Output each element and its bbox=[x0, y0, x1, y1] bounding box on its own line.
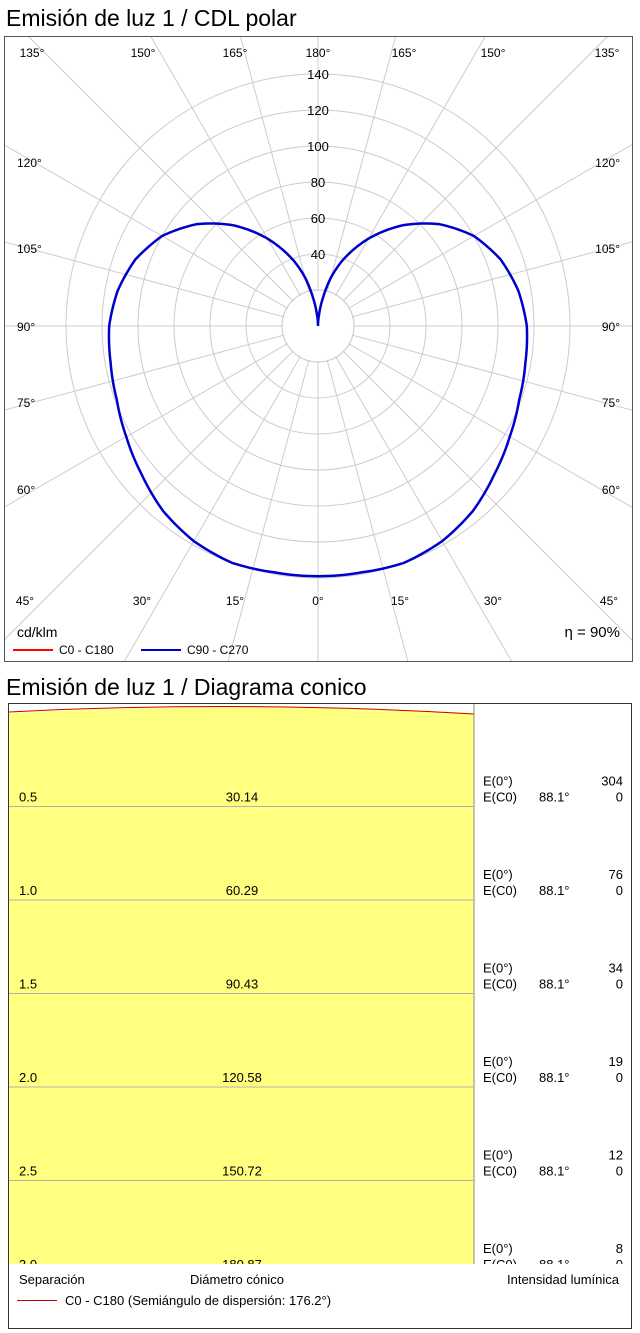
cone-legend-label: C0 - C180 (Semiángulo de dispersión: 176… bbox=[65, 1293, 332, 1308]
illuminance-value-ec0: 0 bbox=[616, 883, 623, 898]
illuminance-angle: 88.1° bbox=[539, 1164, 570, 1179]
illuminance-value-ec0: 0 bbox=[616, 977, 623, 992]
illuminance-label-e0: E(0°) bbox=[483, 1054, 513, 1069]
illuminance-label-e0: E(0°) bbox=[483, 1241, 513, 1256]
angle-label-bottom: 30° bbox=[133, 594, 151, 608]
series-line-c90-c270 bbox=[107, 222, 529, 578]
radial-tick-label: 140 bbox=[307, 67, 329, 82]
angle-label-top: 150° bbox=[131, 46, 156, 60]
radial-tick-label: 120 bbox=[307, 103, 329, 118]
angle-label-left: 105° bbox=[17, 242, 42, 256]
cone-top-mask bbox=[9, 704, 474, 713]
column-header-diameter: Diámetro cónico bbox=[190, 1272, 284, 1287]
cone-diameter-value: 150.72 bbox=[222, 1164, 262, 1179]
cone-legend: C0 - C180 (Semiángulo de dispersión: 176… bbox=[17, 1293, 331, 1308]
illuminance-value-e0: 19 bbox=[609, 1054, 623, 1069]
radial-tick-label: 100 bbox=[307, 139, 329, 154]
angle-label-top: 135° bbox=[20, 46, 45, 60]
illuminance-angle: 88.1° bbox=[539, 977, 570, 992]
illuminance-value-e0: 76 bbox=[609, 867, 623, 882]
radial-tick-label: 60 bbox=[311, 211, 325, 226]
illuminance-angle: 88.1° bbox=[539, 883, 570, 898]
separation-value: 3.0 bbox=[19, 1257, 37, 1264]
illuminance-label-ec0: E(C0) bbox=[483, 883, 517, 898]
angle-label-right: 120° bbox=[595, 156, 620, 170]
illuminance-angle: 88.1° bbox=[539, 790, 570, 805]
angle-label-bottom: 45° bbox=[600, 594, 618, 608]
angle-label-top: 180° bbox=[306, 46, 331, 60]
legend-swatch-c0 bbox=[13, 649, 53, 651]
polar-chart-title: Emisión de luz 1 / CDL polar bbox=[6, 5, 297, 31]
angle-label-right: 60° bbox=[602, 483, 620, 497]
cone-diameter-value: 90.43 bbox=[226, 977, 259, 992]
radial-tick-label: 40 bbox=[311, 247, 325, 262]
illuminance-label-ec0: E(C0) bbox=[483, 1257, 517, 1264]
illuminance-label-e0: E(0°) bbox=[483, 1148, 513, 1163]
angle-label-top: 135° bbox=[595, 46, 620, 60]
angle-label-left: 60° bbox=[17, 483, 35, 497]
illuminance-label-ec0: E(C0) bbox=[483, 790, 517, 805]
cone-fill-area bbox=[9, 704, 474, 1264]
separation-value: 2.0 bbox=[19, 1070, 37, 1085]
illuminance-angle: 88.1° bbox=[539, 1257, 570, 1264]
column-header-separation: Separación bbox=[19, 1272, 85, 1287]
radial-grid-circle-inner bbox=[281, 289, 355, 363]
legend-swatch-c90 bbox=[141, 649, 181, 651]
angle-label-top: 150° bbox=[481, 46, 506, 60]
illuminance-value-ec0: 0 bbox=[616, 1257, 623, 1264]
legend-item-c90: C90 - C270 bbox=[141, 643, 248, 657]
separation-value: 1.0 bbox=[19, 883, 37, 898]
column-header-intensity: Intensidad lumínica bbox=[506, 1272, 619, 1287]
efficiency-label: η = 90% bbox=[564, 624, 620, 641]
angle-label-bottom: 0° bbox=[312, 594, 324, 608]
illuminance-label-ec0: E(C0) bbox=[483, 977, 517, 992]
separation-value: 0.5 bbox=[19, 790, 37, 805]
illuminance-label-ec0: E(C0) bbox=[483, 1070, 517, 1085]
illuminance-value-ec0: 0 bbox=[616, 1164, 623, 1179]
cone-chart-panel: 0.5 30.14 E(0°) 304 E(C0) 88.1° 0 1.0 60.29 E(0°)… bbox=[8, 703, 632, 1329]
illuminance-value-ec0: 0 bbox=[616, 1070, 623, 1085]
radial-tick-label: 80 bbox=[311, 175, 325, 190]
illuminance-label-e0: E(0°) bbox=[483, 774, 513, 789]
illuminance-label-e0: E(0°) bbox=[483, 961, 513, 976]
angle-label-right: 90° bbox=[602, 320, 620, 334]
illuminance-label-e0: E(0°) bbox=[483, 867, 513, 882]
separation-value: 1.5 bbox=[19, 977, 37, 992]
angle-label-left: 120° bbox=[17, 156, 42, 170]
cone-boundary-line bbox=[9, 705, 475, 715]
cone-diameter-value: 60.29 bbox=[226, 883, 259, 898]
cone-diameter-value: 30.14 bbox=[226, 790, 259, 805]
polar-chart: 40 60 80 100 120 140 135° 150° 165° 180° 165° 150° 1… bbox=[5, 37, 632, 661]
illuminance-value-e0: 304 bbox=[601, 774, 623, 789]
cone-diameter-value: 120.58 bbox=[222, 1070, 262, 1085]
unit-label: cd/klm bbox=[17, 624, 58, 640]
illuminance-label-ec0: E(C0) bbox=[483, 1164, 517, 1179]
cone-diameter-value: 180.87 bbox=[222, 1257, 262, 1264]
illuminance-value-e0: 34 bbox=[609, 961, 623, 976]
angle-label-left: 75° bbox=[17, 396, 35, 410]
legend-label-c0: C0 - C180 bbox=[59, 643, 114, 657]
illuminance-value-e0: 8 bbox=[616, 1241, 623, 1256]
illuminance-value-e0: 12 bbox=[609, 1148, 623, 1163]
angle-label-right: 75° bbox=[602, 396, 620, 410]
polar-chart-panel: 40 60 80 100 120 140 135° 150° 165° 180° 165° 150° 1… bbox=[4, 36, 633, 662]
cone-diagram: 0.5 30.14 E(0°) 304 E(C0) 88.1° 0 1.0 60.29 E(0°)… bbox=[9, 704, 623, 1264]
angle-label-top: 165° bbox=[392, 46, 417, 60]
illuminance-value-ec0: 0 bbox=[616, 790, 623, 805]
angle-label-bottom: 30° bbox=[484, 594, 502, 608]
legend-item-c0: C0 - C180 bbox=[13, 643, 114, 657]
angle-label-right: 105° bbox=[595, 242, 620, 256]
cone-legend-swatch bbox=[17, 1300, 57, 1301]
angle-label-top: 165° bbox=[223, 46, 248, 60]
angle-label-left: 90° bbox=[17, 320, 35, 334]
cone-chart-title: Emisión de luz 1 / Diagrama conico bbox=[6, 674, 367, 700]
separation-value: 2.5 bbox=[19, 1164, 37, 1179]
legend-label-c90: C90 - C270 bbox=[187, 643, 249, 657]
illuminance-angle: 88.1° bbox=[539, 1070, 570, 1085]
angle-label-bottom: 15° bbox=[391, 594, 409, 608]
angle-label-bottom: 15° bbox=[226, 594, 244, 608]
angle-label-bottom: 45° bbox=[16, 594, 34, 608]
